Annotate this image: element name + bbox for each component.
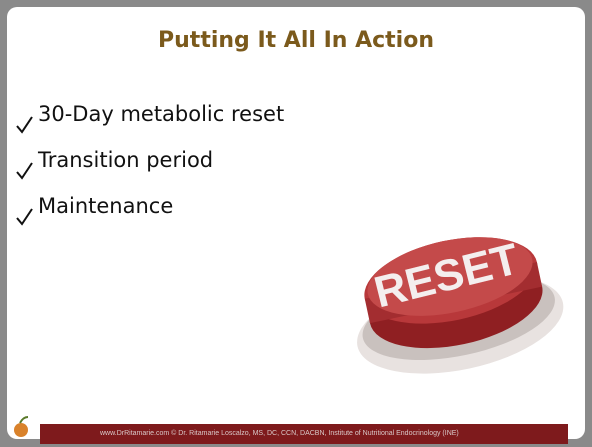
slide-frame: RESET: [0, 0, 592, 447]
footer: www.DrRitamarie.com © Dr. Ritamarie Losc…: [40, 424, 568, 444]
bullet: 30-Day metabolic reset: [38, 102, 284, 126]
bullet: Transition period: [38, 148, 213, 172]
bullet: Maintenance: [38, 194, 173, 218]
slide: RESET Putting It All In Action 30-Day me…: [0, 0, 592, 447]
slide-title: Putting It All In Action: [0, 28, 592, 53]
